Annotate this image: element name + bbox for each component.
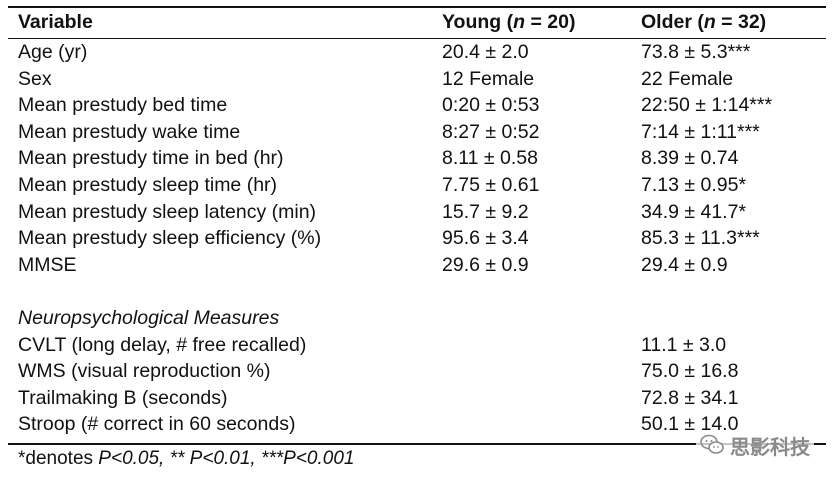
row-older-value: 73.8 ± 5.3*** — [641, 41, 751, 63]
neuro-row-older-value: 50.1 ± 14.0 — [641, 413, 739, 436]
row-variable: MMSE — [18, 253, 77, 276]
wechat-icon — [700, 434, 724, 454]
row-variable: Age (yr) — [18, 41, 88, 63]
header-older: Older (n = 32) — [641, 11, 767, 33]
row-young-value: 8:27 ± 0:52 — [442, 120, 540, 143]
header-young: Young (n = 20) — [442, 11, 576, 33]
row-older-value: 7:14 ± 1:11*** — [641, 120, 760, 143]
row-older-value: 22 Female — [641, 67, 734, 90]
row-variable: Sex — [18, 67, 52, 90]
row-older-value: 29.4 ± 0.9 — [641, 253, 728, 276]
neuro-row-older-value: 75.0 ± 16.8 — [641, 360, 739, 383]
table-header-rule — [8, 38, 826, 39]
row-variable: Mean prestudy time in bed (hr) — [18, 147, 284, 170]
row-variable: Mean prestudy wake time — [18, 120, 241, 143]
header-variable: Variable — [18, 11, 93, 33]
neuro-row-variable: Stroop (# correct in 60 seconds) — [18, 413, 296, 436]
row-older-value: 85.3 ± 11.3*** — [641, 227, 760, 250]
row-variable: Mean prestudy bed time — [18, 94, 228, 117]
row-older-value: 34.9 ± 41.7* — [641, 200, 747, 223]
row-older-value: 8.39 ± 0.74 — [641, 147, 739, 170]
row-young-value: 0:20 ± 0:53 — [442, 94, 540, 117]
row-young-value: 8.11 ± 0.58 — [442, 147, 538, 170]
footnote: *denotes P<0.05, ** P<0.01, ***P<0.001 — [18, 448, 355, 469]
section-title: Neuropsychological Measures — [18, 307, 280, 329]
row-older-value: 22:50 ± 1:14*** — [641, 94, 773, 117]
neuro-row-variable: Trailmaking B (seconds) — [18, 386, 228, 409]
table-bottom-rule — [8, 443, 826, 445]
neuro-row-older-value: 11.1 ± 3.0 — [641, 333, 727, 356]
watermark: 思影科技 — [696, 430, 814, 460]
row-young-value: 29.6 ± 0.9 — [442, 253, 529, 276]
row-variable: Mean prestudy sleep latency (min) — [18, 200, 317, 223]
row-young-value: 7.75 ± 0.61 — [442, 174, 540, 196]
row-young-value: 20.4 ± 2.0 — [442, 41, 529, 63]
neuro-row-older-value: 72.8 ± 34.1 — [641, 386, 739, 409]
neuro-row-variable: WMS (visual reproduction %) — [18, 360, 271, 383]
row-variable: Mean prestudy sleep time (hr) — [18, 174, 278, 196]
watermark-text: 思影科技 — [730, 436, 810, 459]
row-young-value: 15.7 ± 9.2 — [442, 200, 529, 223]
neuro-row-variable: CVLT (long delay, # free recalled) — [18, 333, 307, 356]
row-young-value: 95.6 ± 3.4 — [442, 227, 529, 250]
row-older-value: 7.13 ± 0.95* — [641, 174, 747, 196]
row-variable: Mean prestudy sleep efficiency (%) — [18, 227, 322, 250]
table-top-rule — [8, 6, 826, 8]
row-young-value: 12 Female — [442, 67, 535, 90]
